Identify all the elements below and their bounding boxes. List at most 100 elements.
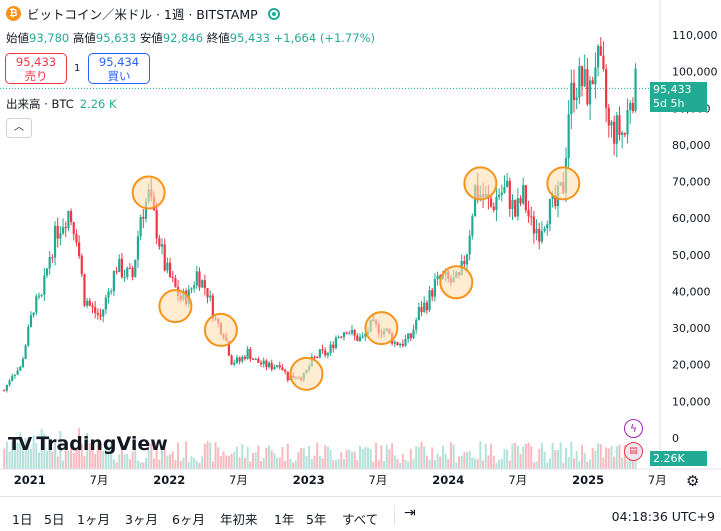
volume-bar [361,448,364,469]
candle-body [572,82,576,101]
candle-body [575,97,578,101]
volume-bar [281,447,284,469]
candle-body [313,356,316,358]
buy-label: 買い [107,69,131,83]
volume-bar [455,462,458,469]
volume-bar [599,444,602,469]
volume-bar [337,459,340,469]
candle-body [602,55,605,70]
symbol-title[interactable]: ビットコイン／米ドル · 1週 · BITSTAMP [27,7,258,22]
highlight-circle [546,166,581,201]
candle-body [524,185,527,211]
range-5d[interactable]: 5日 [44,512,65,527]
candle-body [527,210,530,217]
candle-body [206,288,209,298]
candle-body [489,198,493,207]
range-1d[interactable]: 1日 [12,512,33,527]
candle-body [265,360,268,368]
volume-bar [201,456,204,469]
buy-button[interactable]: 95,434 買い [88,53,150,84]
candle-body [324,350,327,356]
last-price: 95,433 [653,83,692,96]
range-ytd[interactable]: 年初来 [220,512,258,527]
candle-body [623,132,626,135]
volume-bar [457,456,460,469]
candle-body [134,259,137,278]
volume-bar [543,451,546,469]
price-chart[interactable]: 110,000100,00090,00080,00070,00060,00050… [0,0,721,496]
candle-body [631,103,634,111]
volume-bar [13,439,16,469]
candle-body [270,362,273,370]
volume-bar [179,461,182,469]
volume-bar [96,442,99,469]
candle-body [615,115,618,144]
high-value: 95,633 [95,31,137,45]
candle-body [417,307,420,321]
candle-body [613,121,616,144]
volume-bar [150,442,153,469]
volume-bar [564,447,567,469]
volume-bar [383,460,386,469]
candle-body [393,342,396,344]
volume-bar [104,445,107,469]
volume-bar [500,458,503,469]
flash-icon[interactable]: ϟ [624,419,643,438]
ohlc-legend: 始値93,780 高値95,633 安値92,846 終値95,433 +1,6… [6,30,375,46]
volume-bar [254,452,257,469]
candle-body [144,201,148,219]
volume-bar [401,454,404,469]
collapse-legend-button[interactable]: ︿ [6,118,32,138]
volume-bar [375,442,378,469]
volume-bar [581,445,584,469]
candle-body [503,187,506,193]
range-1m[interactable]: 1ヶ月 [77,512,110,527]
sell-button[interactable]: 95,433 売り [5,53,67,84]
candle-body [425,302,428,311]
candle-body [83,274,86,306]
volume-bar [329,449,332,469]
candle-body [195,271,198,286]
clock[interactable]: 04:18:36 UTC+9 [611,509,715,524]
volume-bar [484,443,487,469]
volume-bar [83,455,86,469]
candle-body [61,227,65,234]
candle-body [78,242,81,256]
volume-bar [391,443,394,469]
volume-bar [16,442,19,469]
volume-bar [19,432,22,469]
range-all[interactable]: すべて [342,512,379,527]
market-status-icon[interactable] [267,7,280,20]
volume-bar [219,455,222,469]
change-value: +1,664 (+1.77%) [273,31,375,45]
candle-body [104,297,107,310]
volume-bar [605,447,608,469]
volume-bar [380,445,383,469]
candle-body [56,225,59,239]
volume-bar [586,461,589,469]
range-6m[interactable]: 6ヶ月 [172,512,205,527]
candle-body [583,69,586,87]
candle-body [155,210,158,239]
volume-bar [115,462,118,469]
us-flag-icon[interactable]: ▤ [624,442,643,461]
volume-bar [230,453,233,469]
volume-bar [511,443,514,469]
date-range-icon[interactable]: ⇥ [404,505,416,521]
volume-bar [195,460,198,469]
volume-bar [262,457,265,469]
candle-body [21,358,25,367]
candle-body [567,114,570,159]
candle-body [522,185,525,204]
range-1y[interactable]: 1年 [274,512,295,527]
order-quantity[interactable]: 1 [74,63,81,74]
candle-body [166,262,169,271]
range-3m[interactable]: 3ヶ月 [125,512,158,527]
candle-body [471,216,474,236]
gear-icon[interactable]: ⚙ [686,472,700,490]
x-tick-label: 2021 [14,473,46,487]
y-tick-label: 10,000 [672,395,711,408]
range-5y[interactable]: 5年 [306,512,327,527]
candle-body [53,225,57,258]
tradingview-logo[interactable]: 𝗧𝗩 TradingView [8,433,168,455]
